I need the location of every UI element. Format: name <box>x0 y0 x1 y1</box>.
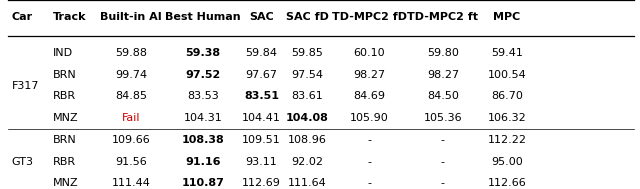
Text: MNZ: MNZ <box>52 178 78 188</box>
Text: 112.22: 112.22 <box>488 135 526 145</box>
Text: 100.54: 100.54 <box>488 70 526 80</box>
Text: 108.38: 108.38 <box>182 135 224 145</box>
Text: 112.69: 112.69 <box>242 178 281 188</box>
Text: -: - <box>441 157 445 167</box>
Text: 111.44: 111.44 <box>112 178 150 188</box>
Text: 98.27: 98.27 <box>427 70 459 80</box>
Text: 83.53: 83.53 <box>187 91 219 101</box>
Text: 112.66: 112.66 <box>488 178 526 188</box>
Text: -: - <box>367 135 371 145</box>
Text: 84.85: 84.85 <box>115 91 147 101</box>
Text: RBR: RBR <box>52 157 76 167</box>
Text: 104.31: 104.31 <box>184 113 222 123</box>
Text: 105.36: 105.36 <box>424 113 462 123</box>
Text: 59.80: 59.80 <box>427 48 459 58</box>
Text: 105.90: 105.90 <box>350 113 388 123</box>
Text: MPC: MPC <box>493 12 520 22</box>
Text: 98.27: 98.27 <box>353 70 385 80</box>
Text: 59.38: 59.38 <box>186 48 220 58</box>
Text: Car: Car <box>12 12 33 22</box>
Text: GT3: GT3 <box>12 157 33 167</box>
Text: 60.10: 60.10 <box>353 48 385 58</box>
Text: 91.16: 91.16 <box>185 157 221 167</box>
Text: -: - <box>441 135 445 145</box>
Text: 95.00: 95.00 <box>491 157 523 167</box>
Text: 91.56: 91.56 <box>115 157 147 167</box>
Text: Fail: Fail <box>122 113 140 123</box>
Text: Best Human: Best Human <box>165 12 241 22</box>
Text: 97.67: 97.67 <box>246 70 278 80</box>
Text: BRN: BRN <box>52 135 76 145</box>
Text: 59.41: 59.41 <box>491 48 523 58</box>
Text: 83.61: 83.61 <box>292 91 323 101</box>
Text: 104.08: 104.08 <box>286 113 329 123</box>
Text: 84.69: 84.69 <box>353 91 385 101</box>
Text: 108.96: 108.96 <box>288 135 327 145</box>
Text: 109.66: 109.66 <box>112 135 150 145</box>
Text: 59.88: 59.88 <box>115 48 147 58</box>
Text: 59.85: 59.85 <box>292 48 323 58</box>
Text: 109.51: 109.51 <box>242 135 281 145</box>
Text: 110.87: 110.87 <box>182 178 224 188</box>
Text: Track: Track <box>52 12 86 22</box>
Text: 111.64: 111.64 <box>288 178 327 188</box>
Text: 83.51: 83.51 <box>244 91 279 101</box>
Text: 86.70: 86.70 <box>491 91 523 101</box>
Text: 104.41: 104.41 <box>242 113 281 123</box>
Text: IND: IND <box>52 48 72 58</box>
Text: 97.52: 97.52 <box>185 70 221 80</box>
Text: 92.02: 92.02 <box>292 157 324 167</box>
Text: BRN: BRN <box>52 70 76 80</box>
Text: SAC fD: SAC fD <box>286 12 329 22</box>
Text: RBR: RBR <box>52 91 76 101</box>
Text: -: - <box>441 178 445 188</box>
Text: 99.74: 99.74 <box>115 70 147 80</box>
Text: Built-in AI: Built-in AI <box>100 12 162 22</box>
Text: 59.84: 59.84 <box>246 48 278 58</box>
Text: 106.32: 106.32 <box>488 113 526 123</box>
Text: MNZ: MNZ <box>52 113 78 123</box>
Text: TD-MPC2 fD: TD-MPC2 fD <box>332 12 407 22</box>
Text: SAC: SAC <box>249 12 274 22</box>
Text: 84.50: 84.50 <box>427 91 459 101</box>
Text: F317: F317 <box>12 81 39 91</box>
Text: TD-MPC2 ft: TD-MPC2 ft <box>408 12 478 22</box>
Text: -: - <box>367 178 371 188</box>
Text: 93.11: 93.11 <box>246 157 277 167</box>
Text: -: - <box>367 157 371 167</box>
Text: 97.54: 97.54 <box>292 70 324 80</box>
